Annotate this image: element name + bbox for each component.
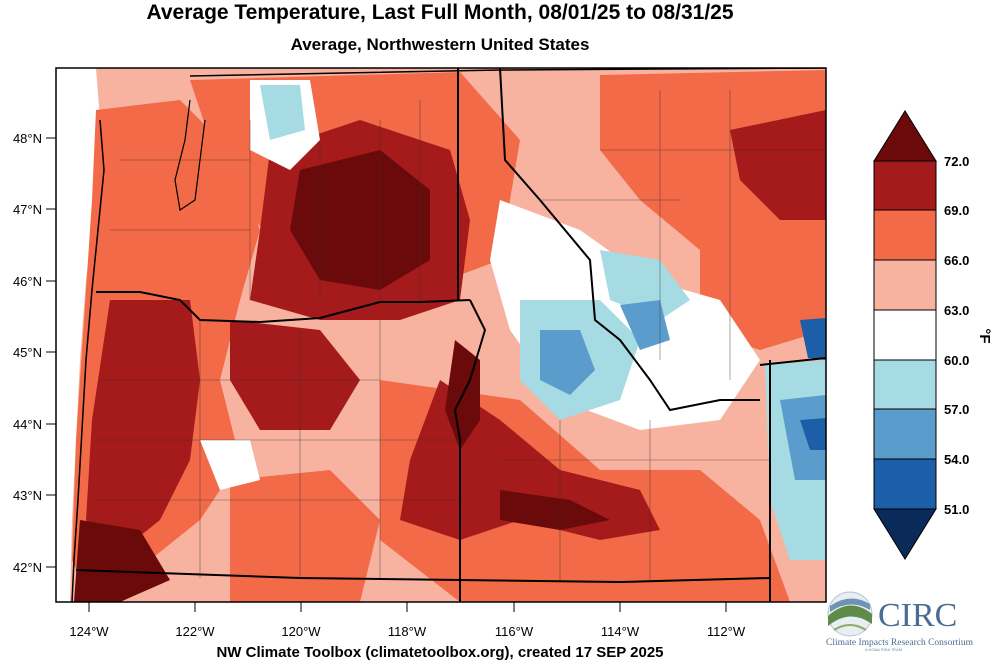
- credit-line: NW Climate Toolbox (climatetoolbox.org),…: [216, 644, 664, 661]
- colder-zone-sawtooth: [540, 330, 595, 395]
- temperature-field: [56, 68, 826, 602]
- colder-zone-montana-west: [620, 300, 670, 350]
- legend-swatch-66-69: [873, 209, 937, 261]
- circ-logo-emblem: [827, 591, 873, 637]
- lat-label-44n: 44°N: [13, 417, 42, 432]
- legend-swatch-above-72: [873, 110, 937, 162]
- circ-logo-name: CIRC: [878, 597, 957, 634]
- colder-zone-wyoming: [780, 395, 826, 480]
- southern-border: [75, 569, 771, 584]
- lat-label-45n: 45°N: [13, 345, 42, 360]
- legend-colorbar: [873, 110, 937, 560]
- coastline: [71, 119, 105, 602]
- extreme-zone-snake-plain: [500, 490, 610, 530]
- legend-swatch-57-60: [873, 359, 937, 410]
- columbia-river-border: [96, 291, 471, 324]
- hot-zone-oregon-west: [86, 300, 200, 560]
- pacific-ocean: [56, 68, 100, 602]
- lon-label-124w: 124°W: [69, 624, 109, 639]
- legend-label-63: 63.0: [944, 303, 969, 318]
- map-frame: [55, 67, 827, 603]
- hot-zone-montana-east: [730, 110, 826, 220]
- lat-label-48n: 48°N: [13, 131, 42, 146]
- coldest-zone-wyoming-south: [800, 418, 826, 450]
- county-lines: [92, 90, 826, 580]
- map-title: Average Temperature, Last Full Month, 08…: [146, 1, 734, 24]
- oregon-idaho-border: [453, 299, 487, 602]
- neutral-zone-great-basin: [200, 440, 260, 490]
- map-subtitle: Average, Northwestern United States: [290, 35, 590, 54]
- boundaries: [71, 68, 826, 602]
- tick-marks: [46, 137, 727, 612]
- coldest-zone-wyoming: [800, 318, 826, 360]
- legend-swatch-51-54: [873, 458, 937, 510]
- legend-swatch-54-57: [873, 408, 937, 460]
- legend-label-57: 57.0: [944, 402, 969, 417]
- legend-label-51: 51.0: [944, 502, 969, 517]
- extreme-zone-southwest-oregon: [74, 520, 170, 602]
- legend-label-69: 69.0: [944, 203, 969, 218]
- lon-label-116w: 116°W: [495, 624, 534, 639]
- legend-swatch-69-72: [873, 160, 937, 211]
- lon-label-118w: 118°W: [388, 624, 427, 639]
- extreme-zone-columbia: [290, 150, 430, 290]
- lon-label-112w: 112°W: [707, 624, 746, 639]
- lat-label-43n: 43°N: [13, 488, 42, 503]
- warm-zone-southwest: [230, 470, 380, 602]
- lat-label-47n: 47°N: [13, 202, 42, 217]
- lon-label-122w: 122°W: [175, 624, 215, 639]
- legend-label-54: 54.0: [944, 452, 969, 467]
- lat-label-42n: 42°N: [13, 560, 42, 575]
- cool-zone-bitterroot: [600, 250, 690, 320]
- cool-zone-north-cascades: [260, 85, 305, 140]
- legend-label-60: 60.0: [944, 353, 969, 368]
- lon-label-114w: 114°W: [601, 624, 640, 639]
- legend-swatch-60-63: [873, 309, 937, 361]
- legend-label-66: 66.0: [944, 253, 969, 268]
- circ-logo-sub: A NOAA RISA TEAM: [865, 647, 902, 652]
- legend-swatch-63-66: [873, 259, 937, 311]
- lat-label-46n: 46°N: [13, 274, 42, 289]
- circ-logo: CIRC Climate Impacts Research Consortium…: [826, 591, 974, 652]
- hot-zone-central-oregon: [230, 320, 360, 430]
- lon-label-120w: 120°W: [281, 624, 321, 639]
- legend-swatch-below-51: [873, 508, 937, 560]
- idaho-montana-border: [499, 68, 760, 412]
- legend-label-72: 72.0: [944, 154, 969, 169]
- montana-wyoming-border: [759, 357, 826, 366]
- legend-unit-label: °F: [976, 328, 993, 343]
- circ-logo-tagline: Climate Impacts Research Consortium: [826, 638, 974, 648]
